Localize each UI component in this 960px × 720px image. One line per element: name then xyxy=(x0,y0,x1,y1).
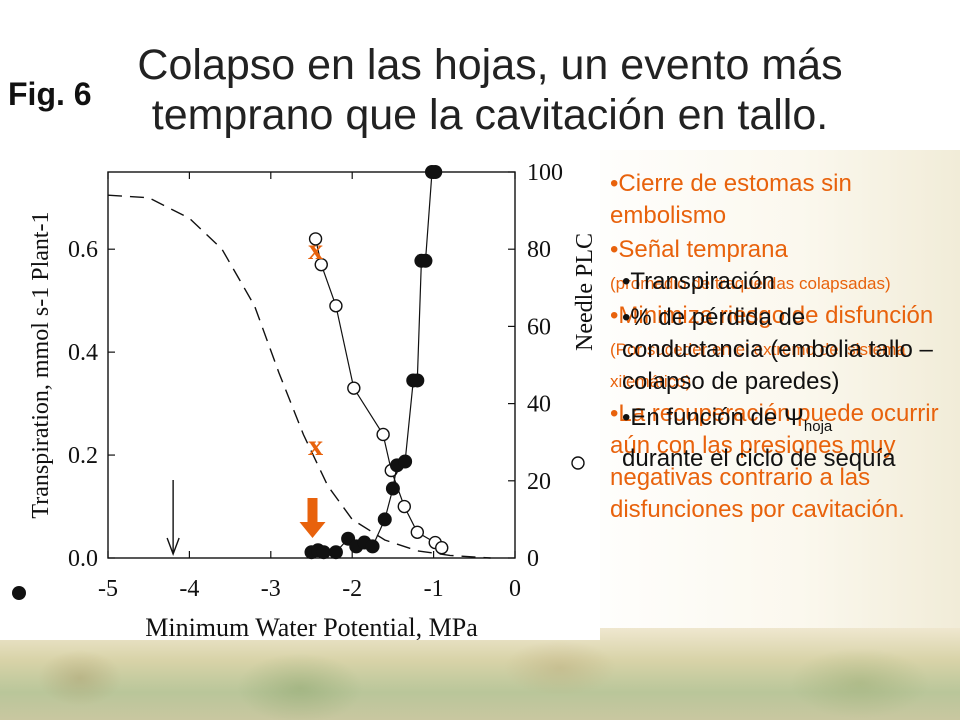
y-right-tick-label: 100 xyxy=(527,160,563,186)
x-axis-label: Minimum Water Potential, MPa xyxy=(145,613,478,640)
orange-bullet-list: •Cierre de estomas sin embolismo •Señal … xyxy=(610,168,950,528)
orange-x-marker: x xyxy=(308,233,323,266)
black-bullet-2: •% de pérdida de conductancia (embolia t… xyxy=(622,304,933,395)
y-right-axis-label: Needle PLC xyxy=(572,233,598,351)
background-band xyxy=(0,628,960,720)
orange-bullet-3-note: (Por suceder en el extremo del sistema x… xyxy=(610,340,906,391)
y-right-tick-label: 40 xyxy=(527,392,551,418)
filled-circle-point xyxy=(428,165,443,179)
open-circle-point xyxy=(308,232,323,246)
open-circle-point xyxy=(410,525,425,539)
black-bullet-4: durante el ciclo de sequía xyxy=(622,444,896,472)
psi-subscript: hoja xyxy=(803,417,833,435)
y-left-axis-label: Transpiration, mmol s-1 Plant-1 xyxy=(28,211,54,518)
open-circle-point xyxy=(376,427,390,442)
right-axis-legend-marker xyxy=(571,456,585,470)
x-tick-label: -2 xyxy=(342,576,362,602)
open-circle-point xyxy=(435,541,449,555)
orange-arrow-shaft xyxy=(307,498,318,524)
filled-circle-point xyxy=(398,454,413,469)
open-circle-point xyxy=(329,299,343,313)
y-right-tick-label: 0 xyxy=(527,546,539,572)
orange-arrow-head xyxy=(299,522,326,538)
x-tick-label: -5 xyxy=(98,576,118,602)
y-right-tick-label: 80 xyxy=(527,237,551,263)
chart: -5 -4 -3 -2 -1 0 0.0 0.2 0.4 0.6 0 20 40 60 80 100 Minim… xyxy=(0,150,600,642)
y-left-tick-label: 0.0 xyxy=(68,546,98,572)
orange-bullet-3: •Minimiza riesgo de disfunción (Por suce… xyxy=(610,302,934,391)
x-tick-label: -4 xyxy=(179,576,199,602)
open-circle-point xyxy=(314,257,328,272)
orange-bullet-2-note: (promedio de traqueidas colapsadas) xyxy=(610,274,891,293)
filled-circle-point xyxy=(385,481,400,496)
filled-circle-point xyxy=(377,512,392,527)
orange-bullet-1: •Cierre de estomas sin embolismo xyxy=(610,170,852,229)
bullet-dot xyxy=(12,586,26,600)
orange-x-marker: x xyxy=(308,429,323,462)
black-arrow-head xyxy=(166,537,180,556)
dashed-curve xyxy=(107,194,491,559)
background-panel xyxy=(560,150,960,630)
slide-title: Colapso en las hojas, un evento más temp… xyxy=(137,41,843,139)
y-left-tick-label: 0.6 xyxy=(68,237,98,263)
open-circle-point xyxy=(347,381,361,395)
x-tick-label: -1 xyxy=(424,576,444,602)
filled-circle-point xyxy=(316,545,331,560)
y-right-tick-label: 20 xyxy=(527,469,551,495)
series-1-line xyxy=(311,171,436,553)
filled-circle-point xyxy=(365,539,380,554)
black-bullet-3: •En función de Ψhoja durante el ciclo de … xyxy=(622,404,896,472)
filled-circle-point xyxy=(328,545,343,560)
series-0-line xyxy=(315,238,443,549)
open-circle-point xyxy=(397,499,411,514)
chart-svg: -5 -4 -3 -2 -1 0 0.0 0.2 0.4 0.6 0 20 40 60 80 100 Minim… xyxy=(28,160,598,642)
figure-label: Fig. 6 xyxy=(8,76,92,112)
black-bullet-list: •Transpiración •% de pérdida de conducta… xyxy=(622,266,942,479)
filled-circle-point xyxy=(410,373,425,388)
x-tick-label: 0 xyxy=(509,576,521,602)
x-tick-label: -3 xyxy=(261,576,281,602)
y-left-tick-label: 0.2 xyxy=(68,443,98,469)
y-right-tick-label: 60 xyxy=(527,314,551,340)
filled-circle-point xyxy=(418,253,433,268)
black-bullet-1: •Transpiración xyxy=(622,268,775,295)
orange-bullet-2: •Señal temprana (promedio de traqueidas c… xyxy=(610,236,891,293)
y-left-tick-label: 0.4 xyxy=(68,340,98,366)
orange-bullet-4: •La recuperación puede ocurrir aún con l… xyxy=(610,400,939,523)
